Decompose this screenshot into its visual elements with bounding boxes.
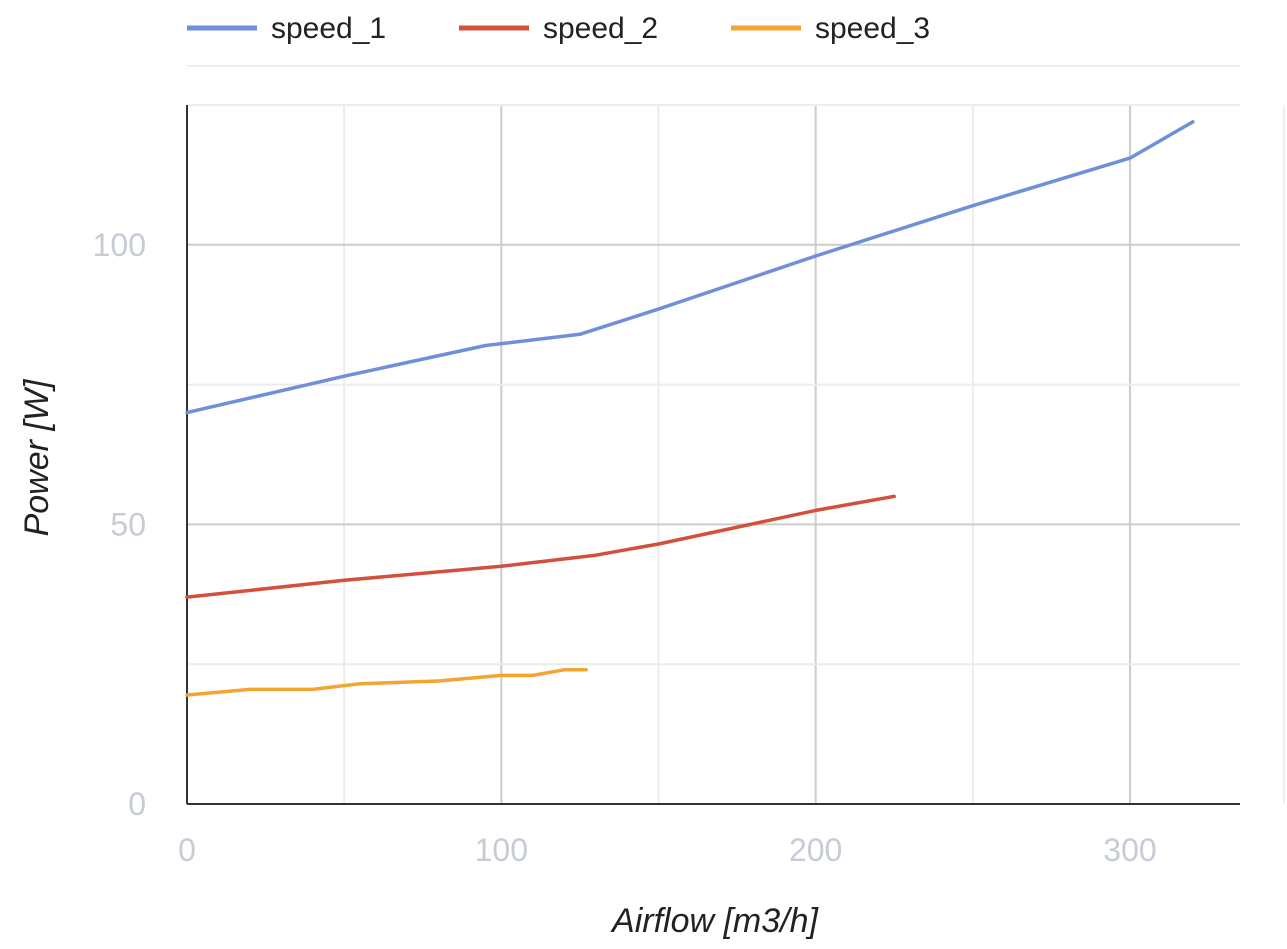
x-tick-label: 0 (178, 832, 196, 868)
x-axis-label: Airflow [m3/h] (610, 902, 819, 940)
y-axis-label: Power [W] (18, 378, 56, 536)
x-tick-label: 200 (789, 832, 842, 868)
y-tick-label: 0 (128, 786, 146, 822)
legend-label-speed_1: speed_1 (271, 12, 386, 45)
series-lines (185, 120, 1195, 697)
series-line-speed_3 (185, 668, 588, 697)
x-tick-label: 100 (475, 832, 528, 868)
series-line-speed_1 (185, 120, 1195, 415)
tick-labels: 0 100 200 300 0 50 100 (93, 227, 1157, 868)
legend-label-speed_3: speed_3 (815, 12, 930, 45)
y-tick-label: 100 (93, 227, 146, 263)
grid (187, 104, 1240, 804)
legend-label-speed_2: speed_2 (543, 12, 658, 45)
legend: speed_1 speed_2 speed_3 (187, 12, 930, 45)
x-tick-label: 300 (1103, 832, 1156, 868)
y-tick-label: 50 (110, 506, 146, 542)
series-line-speed_2 (185, 494, 896, 599)
axes (186, 65, 1285, 805)
